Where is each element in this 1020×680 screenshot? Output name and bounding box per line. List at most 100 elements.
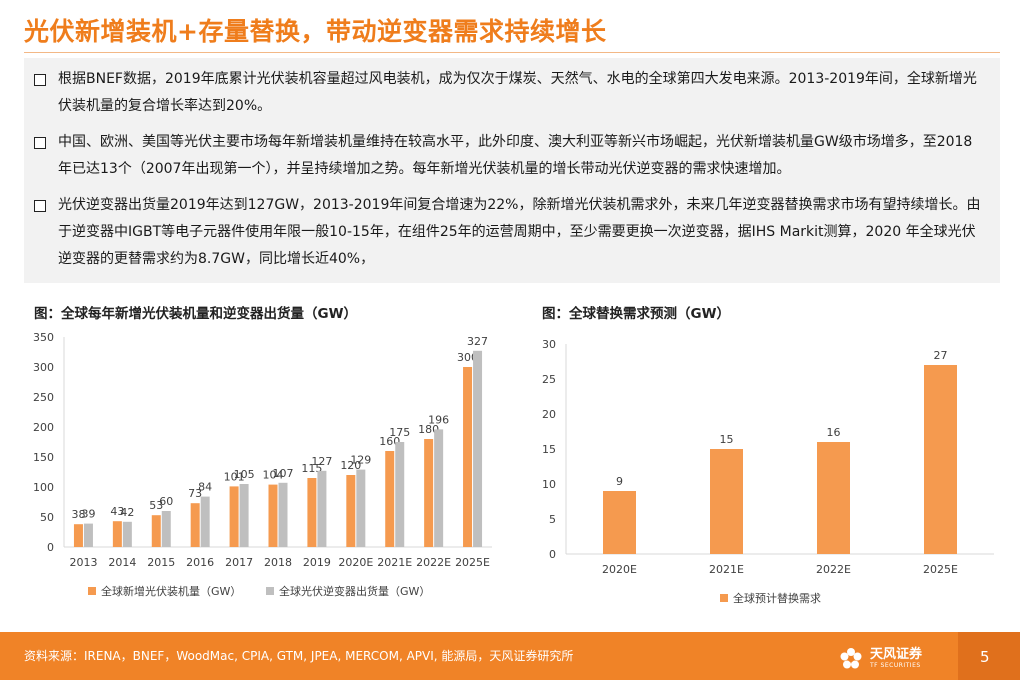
bullet-item: 光伏逆变器出货量2019年达到127GW，2013-2019年间复合增速为22%…: [34, 192, 984, 273]
y-tick-label: 200: [33, 421, 54, 434]
y-tick-label: 150: [33, 451, 54, 464]
data-label: 60: [159, 495, 173, 508]
data-label: 300: [457, 351, 478, 364]
bar: [346, 475, 356, 547]
legend-swatch: [266, 587, 274, 595]
bar: [817, 442, 850, 554]
page-number: 5: [980, 648, 990, 666]
y-tick-label: 25: [542, 373, 556, 386]
x-tick-label: 2015: [147, 556, 175, 569]
summary-panel: 根据BNEF数据，2019年底累计光伏装机容量超过风电装机，成为仅次于煤炭、天然…: [24, 58, 1000, 283]
bar: [385, 451, 395, 547]
y-tick-label: 250: [33, 391, 54, 404]
bar: [239, 484, 249, 547]
data-label: 39: [81, 508, 95, 521]
data-label: 160: [379, 435, 400, 448]
y-tick-label: 15: [542, 443, 556, 456]
bar: [395, 442, 405, 547]
bar: [710, 449, 743, 554]
legend-swatch: [720, 594, 728, 602]
bullet-item: 中国、欧洲、美国等光伏主要市场每年新增装机量维持在较高水平，此外印度、澳大利亚等…: [34, 129, 984, 183]
x-tick-label: 2020E: [602, 563, 637, 576]
logo-subtitle: TF SECURITIES: [870, 662, 921, 669]
x-tick-label: 2013: [69, 556, 97, 569]
bullet-text: 光伏逆变器出货量2019年达到127GW，2013-2019年间复合增速为22%…: [58, 197, 981, 267]
y-tick-label: 0: [549, 548, 556, 561]
y-tick-label: 10: [542, 478, 556, 491]
data-label: 327: [467, 335, 488, 348]
bar: [463, 367, 473, 547]
x-tick-label: 2021E: [377, 556, 412, 569]
bar: [190, 503, 200, 547]
data-label: 84: [198, 481, 212, 494]
square-bullet-icon: [34, 200, 46, 212]
x-tick-label: 2017: [225, 556, 253, 569]
x-tick-label: 2022E: [816, 563, 851, 576]
chart-title-annual: 图：全球每年新增光伏装机量和逆变器出货量（GW）: [34, 306, 357, 322]
data-label: 120: [340, 459, 361, 472]
bar: [603, 491, 636, 554]
bar: [83, 523, 93, 547]
y-tick-label: 300: [33, 361, 54, 374]
data-label: 104: [263, 469, 284, 482]
y-tick-label: 5: [549, 513, 556, 526]
data-label: 175: [389, 426, 410, 439]
bar: [200, 496, 210, 547]
legend-swatch: [88, 587, 96, 595]
data-label: 53: [149, 499, 163, 512]
bar: [924, 365, 957, 554]
bullet-text: 根据BNEF数据，2019年底累计光伏装机容量超过风电装机，成为仅次于煤炭、天然…: [58, 71, 977, 114]
data-label: 16: [827, 426, 841, 439]
data-label: 101: [224, 470, 245, 483]
data-label: 42: [120, 506, 134, 519]
square-bullet-icon: [34, 137, 46, 149]
x-tick-label: 2022E: [416, 556, 451, 569]
y-tick-label: 100: [33, 481, 54, 494]
y-tick-label: 20: [542, 408, 556, 421]
bar: [317, 470, 327, 547]
data-label: 107: [273, 467, 294, 480]
bar: [122, 521, 132, 547]
x-tick-label: 2014: [108, 556, 136, 569]
x-tick-label: 2019: [303, 556, 331, 569]
data-label: 73: [188, 487, 202, 500]
data-label: 127: [311, 455, 332, 468]
bar: [356, 469, 366, 547]
bar: [268, 484, 278, 547]
bar: [161, 511, 171, 547]
page-number-box: [958, 632, 1020, 680]
bar: [307, 478, 317, 547]
square-bullet-icon: [34, 74, 46, 86]
page-title: 光伏新增装机+存量替换，带动逆变器需求持续增长: [24, 17, 607, 46]
y-tick-label: 50: [40, 511, 54, 524]
bar: [151, 515, 161, 547]
data-label: 196: [428, 413, 449, 426]
source-note: 资料来源：IRENA，BNEF，WoodMac, CPIA, GTM, JPEA…: [24, 649, 574, 663]
y-tick-label: 0: [47, 541, 54, 554]
x-tick-label: 2025E: [455, 556, 490, 569]
data-label: 38: [71, 508, 85, 521]
bar: [112, 521, 122, 547]
data-label: 105: [234, 468, 255, 481]
replacement-chart: 0 5 10 15 20 25 30 2020E 9 2021E 15 2022E 16 2025E 27 全…: [542, 338, 994, 605]
data-label: 115: [301, 462, 322, 475]
bar: [278, 482, 288, 547]
data-label: 180: [418, 423, 439, 436]
legend-label: 全球预计替换需求: [733, 591, 821, 605]
bullet-text: 中国、欧洲、美国等光伏主要市场每年新增装机量维持在较高水平，此外印度、澳大利亚等…: [58, 134, 973, 177]
x-tick-label: 2025E: [923, 563, 958, 576]
data-label: 9: [616, 475, 623, 488]
y-tick-label: 30: [542, 338, 556, 351]
y-tick-label: 350: [33, 331, 54, 344]
bar: [424, 439, 434, 547]
data-label: 129: [350, 454, 371, 467]
logo-name: 天风证券: [870, 647, 923, 662]
bar: [73, 524, 83, 547]
flower-logo-icon: [840, 648, 862, 669]
bullet-item: 根据BNEF数据，2019年底累计光伏装机容量超过风电装机，成为仅次于煤炭、天然…: [34, 66, 984, 120]
data-label: 43: [110, 505, 124, 518]
x-tick-label: 2018: [264, 556, 292, 569]
bar: [229, 486, 239, 547]
legend-label: 全球新增光伏装机量（GW）: [101, 584, 241, 598]
